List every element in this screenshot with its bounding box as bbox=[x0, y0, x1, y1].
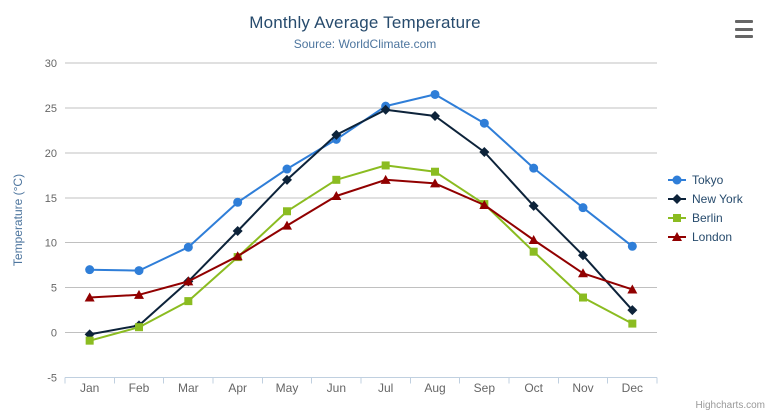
legend-circle-icon bbox=[668, 175, 686, 185]
data-point-berlin-Jun[interactable] bbox=[332, 175, 341, 184]
data-point-berlin-Oct[interactable] bbox=[529, 247, 538, 256]
data-point-tokyo-May[interactable] bbox=[282, 164, 292, 174]
x-axis-label: Jun bbox=[327, 381, 346, 395]
x-axis-label: Nov bbox=[572, 381, 593, 395]
legend-triangle-icon bbox=[668, 232, 686, 241]
data-point-tokyo-Jan[interactable] bbox=[85, 265, 95, 275]
data-point-tokyo-Feb[interactable] bbox=[134, 266, 144, 276]
legend-diamond-icon bbox=[668, 194, 686, 204]
hamburger-menu-icon bbox=[735, 35, 753, 38]
y-axis-label: 20 bbox=[45, 148, 57, 160]
legend-item-london[interactable]: London bbox=[667, 230, 743, 244]
data-point-tokyo-Aug[interactable] bbox=[430, 89, 440, 99]
chart-title: Monthly Average Temperature bbox=[249, 13, 481, 32]
data-point-london-Jan[interactable] bbox=[84, 292, 95, 302]
data-point-london-Sep[interactable] bbox=[479, 199, 490, 209]
series-line-tokyo bbox=[88, 93, 634, 272]
x-axis-label: May bbox=[276, 381, 299, 395]
context-menu-button[interactable] bbox=[735, 20, 757, 38]
data-point-new-york-Oct[interactable] bbox=[528, 200, 539, 211]
credits-link[interactable]: Highcharts.com bbox=[695, 400, 765, 411]
data-point-london-Mar[interactable] bbox=[183, 276, 194, 286]
data-point-berlin-Feb[interactable] bbox=[135, 323, 143, 332]
data-point-london-Apr[interactable] bbox=[232, 251, 243, 261]
y-axis-label: 10 bbox=[45, 238, 57, 250]
legend-label: Berlin bbox=[692, 211, 723, 225]
data-point-tokyo-Oct[interactable] bbox=[529, 163, 539, 173]
data-point-london-Aug[interactable] bbox=[430, 178, 440, 188]
data-point-new-york-May[interactable] bbox=[282, 174, 292, 185]
y-axis-label: 30 bbox=[45, 58, 57, 70]
data-point-london-Dec[interactable] bbox=[627, 284, 638, 294]
legend-square-icon bbox=[668, 214, 686, 222]
legend-item-berlin[interactable]: Berlin bbox=[667, 211, 743, 225]
legend: Tokyo New York Berlin London bbox=[667, 173, 743, 244]
data-point-berlin-Aug[interactable] bbox=[431, 167, 439, 176]
legend-item-new-york[interactable]: New York bbox=[667, 192, 743, 206]
legend-label: Tokyo bbox=[692, 173, 724, 187]
data-point-new-york-Jun[interactable] bbox=[331, 129, 342, 140]
data-point-berlin-Jul[interactable] bbox=[381, 161, 390, 170]
data-point-london-Feb[interactable] bbox=[134, 289, 144, 299]
data-point-tokyo-Mar[interactable] bbox=[183, 242, 193, 252]
x-axis-label: Sep bbox=[474, 381, 496, 395]
data-point-berlin-Mar[interactable] bbox=[184, 297, 193, 306]
data-point-new-york-Aug[interactable] bbox=[430, 111, 440, 122]
data-point-london-Oct[interactable] bbox=[528, 235, 539, 245]
x-axis-label: Oct bbox=[524, 381, 543, 395]
legend-label: New York bbox=[692, 192, 743, 206]
data-point-berlin-Dec[interactable] bbox=[628, 319, 637, 328]
y-axis-label: 5 bbox=[51, 283, 57, 295]
data-point-london-Nov[interactable] bbox=[578, 268, 588, 278]
data-point-tokyo-Apr[interactable] bbox=[233, 197, 243, 207]
hamburger-menu-icon bbox=[735, 20, 753, 23]
y-axis-label: 0 bbox=[51, 328, 57, 340]
x-axis-label: Apr bbox=[228, 381, 247, 395]
x-axis-label: Jan bbox=[80, 381, 99, 395]
data-point-new-york-Nov[interactable] bbox=[578, 250, 588, 261]
x-axis-label: Mar bbox=[178, 381, 199, 395]
y-axis-label: -5 bbox=[47, 373, 57, 385]
x-axis-label: Jul bbox=[378, 381, 393, 395]
data-point-new-york-Dec[interactable] bbox=[627, 305, 638, 316]
x-axis-label: Dec bbox=[622, 381, 643, 395]
legend-item-tokyo[interactable]: Tokyo bbox=[667, 173, 743, 187]
series-line-new-york bbox=[88, 108, 634, 336]
data-point-tokyo-Dec[interactable] bbox=[627, 241, 637, 251]
y-axis-label: 15 bbox=[45, 193, 57, 205]
x-axis-label: Aug bbox=[424, 381, 445, 395]
x-axis-label: Feb bbox=[129, 381, 150, 395]
legend-label: London bbox=[692, 230, 733, 244]
data-point-berlin-Nov[interactable] bbox=[579, 293, 587, 302]
data-point-new-york-Apr[interactable] bbox=[232, 226, 243, 237]
data-point-london-Jul[interactable] bbox=[380, 174, 391, 184]
data-point-new-york-Sep[interactable] bbox=[479, 146, 490, 157]
data-point-new-york-Jul[interactable] bbox=[380, 104, 391, 115]
data-point-berlin-May[interactable] bbox=[283, 207, 291, 216]
series-line-berlin bbox=[88, 164, 634, 342]
series-line-london bbox=[88, 178, 634, 299]
y-axis-label: 25 bbox=[45, 103, 57, 115]
data-point-london-May[interactable] bbox=[282, 220, 292, 230]
data-point-tokyo-Sep[interactable] bbox=[479, 118, 489, 128]
data-point-berlin-Jan[interactable] bbox=[85, 336, 94, 345]
data-point-tokyo-Nov[interactable] bbox=[578, 203, 588, 213]
chart-subtitle: Source: WorldClimate.com bbox=[293, 37, 437, 51]
hamburger-menu-icon bbox=[735, 27, 753, 31]
data-point-london-Jun[interactable] bbox=[331, 190, 342, 200]
